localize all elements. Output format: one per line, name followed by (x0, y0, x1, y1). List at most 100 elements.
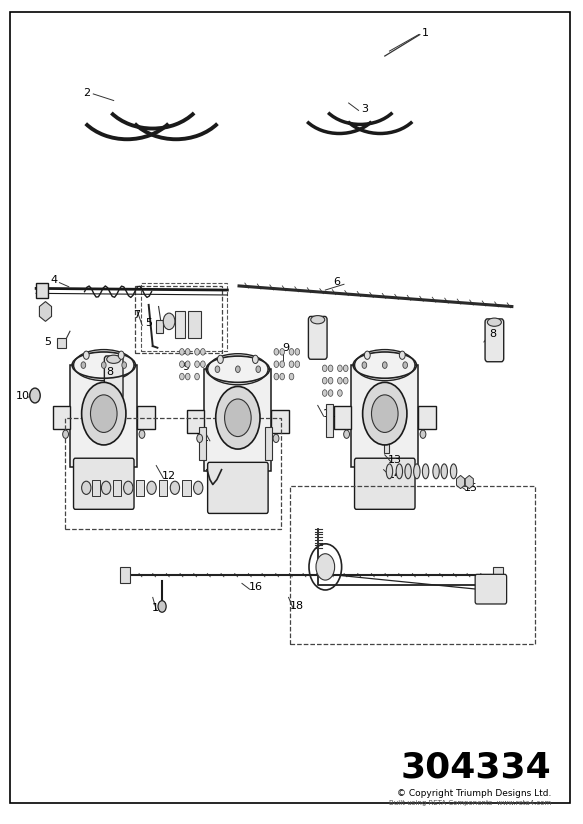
Bar (36, 283, 48, 298)
Text: 9: 9 (282, 343, 289, 353)
Circle shape (83, 351, 89, 359)
Bar (265, 427, 272, 460)
Circle shape (343, 377, 348, 384)
Text: 11: 11 (196, 433, 210, 443)
Circle shape (364, 351, 370, 359)
Bar (384, 435, 389, 453)
Circle shape (30, 388, 40, 403)
Circle shape (363, 382, 407, 445)
Ellipse shape (413, 464, 420, 479)
Circle shape (217, 355, 223, 363)
Circle shape (328, 365, 333, 372)
Ellipse shape (311, 316, 325, 324)
Bar (65, 418, 281, 529)
Circle shape (274, 349, 279, 355)
Circle shape (274, 373, 279, 380)
Circle shape (118, 351, 124, 359)
Circle shape (371, 395, 398, 433)
Circle shape (147, 481, 156, 494)
Ellipse shape (107, 355, 121, 363)
Text: 15: 15 (464, 483, 478, 493)
Text: 304334: 304334 (400, 751, 551, 784)
Circle shape (163, 313, 175, 330)
Ellipse shape (441, 464, 448, 479)
FancyBboxPatch shape (485, 319, 504, 362)
Circle shape (420, 430, 426, 438)
Ellipse shape (208, 353, 268, 385)
Ellipse shape (450, 464, 457, 479)
Text: 17: 17 (152, 603, 166, 613)
Circle shape (170, 481, 180, 494)
Bar (52, 406, 70, 429)
Circle shape (256, 366, 261, 372)
Circle shape (196, 434, 203, 442)
Text: 8: 8 (489, 329, 496, 339)
Circle shape (124, 481, 133, 494)
Circle shape (195, 349, 199, 355)
Circle shape (362, 362, 367, 368)
Text: 11: 11 (322, 409, 336, 419)
Text: 5: 5 (44, 337, 51, 347)
Circle shape (101, 481, 111, 494)
Text: 12: 12 (162, 471, 176, 481)
Ellipse shape (73, 349, 134, 381)
Bar (113, 480, 121, 496)
Circle shape (343, 430, 350, 438)
FancyBboxPatch shape (208, 462, 268, 513)
Circle shape (328, 377, 333, 384)
Circle shape (322, 377, 327, 384)
Bar (271, 410, 289, 433)
Bar (290, 486, 535, 644)
Circle shape (322, 390, 327, 396)
Circle shape (195, 373, 199, 380)
Ellipse shape (396, 464, 402, 479)
Text: 8: 8 (106, 368, 113, 377)
FancyBboxPatch shape (73, 458, 134, 509)
Bar (175, 311, 185, 338)
Text: 9: 9 (182, 362, 189, 372)
Ellipse shape (433, 464, 440, 479)
Circle shape (185, 373, 190, 380)
Ellipse shape (386, 464, 393, 479)
Circle shape (158, 601, 166, 612)
Text: 14: 14 (388, 470, 402, 480)
Bar (187, 410, 205, 433)
Circle shape (82, 382, 126, 445)
Circle shape (289, 361, 294, 368)
Bar (188, 311, 201, 338)
Circle shape (215, 366, 220, 372)
Ellipse shape (422, 464, 429, 479)
Circle shape (236, 366, 240, 372)
Bar (135, 286, 222, 353)
FancyBboxPatch shape (475, 574, 507, 604)
Text: © Copyright Triumph Designs Ltd.: © Copyright Triumph Designs Ltd. (396, 789, 551, 798)
Bar (493, 567, 503, 583)
Ellipse shape (354, 349, 415, 381)
Text: 13: 13 (388, 455, 402, 465)
Circle shape (399, 351, 405, 359)
FancyBboxPatch shape (104, 356, 123, 399)
Circle shape (180, 373, 184, 380)
Circle shape (403, 362, 408, 368)
Circle shape (180, 361, 184, 368)
Text: 4: 4 (50, 275, 57, 285)
Bar (57, 338, 66, 348)
Text: Built using RETA Components  www.reta4.com: Built using RETA Components www.reta4.co… (389, 800, 551, 806)
FancyBboxPatch shape (308, 316, 327, 359)
Ellipse shape (487, 318, 501, 326)
Bar (199, 427, 206, 460)
Circle shape (180, 349, 184, 355)
Bar (136, 480, 144, 496)
Circle shape (338, 390, 342, 396)
Circle shape (81, 362, 86, 368)
Circle shape (185, 361, 190, 368)
Circle shape (274, 361, 279, 368)
Circle shape (101, 362, 106, 368)
Circle shape (216, 386, 260, 449)
Circle shape (280, 361, 285, 368)
Bar (137, 406, 154, 429)
Bar (419, 406, 436, 429)
Circle shape (201, 349, 205, 355)
Text: 18: 18 (290, 601, 304, 611)
Circle shape (195, 361, 199, 368)
